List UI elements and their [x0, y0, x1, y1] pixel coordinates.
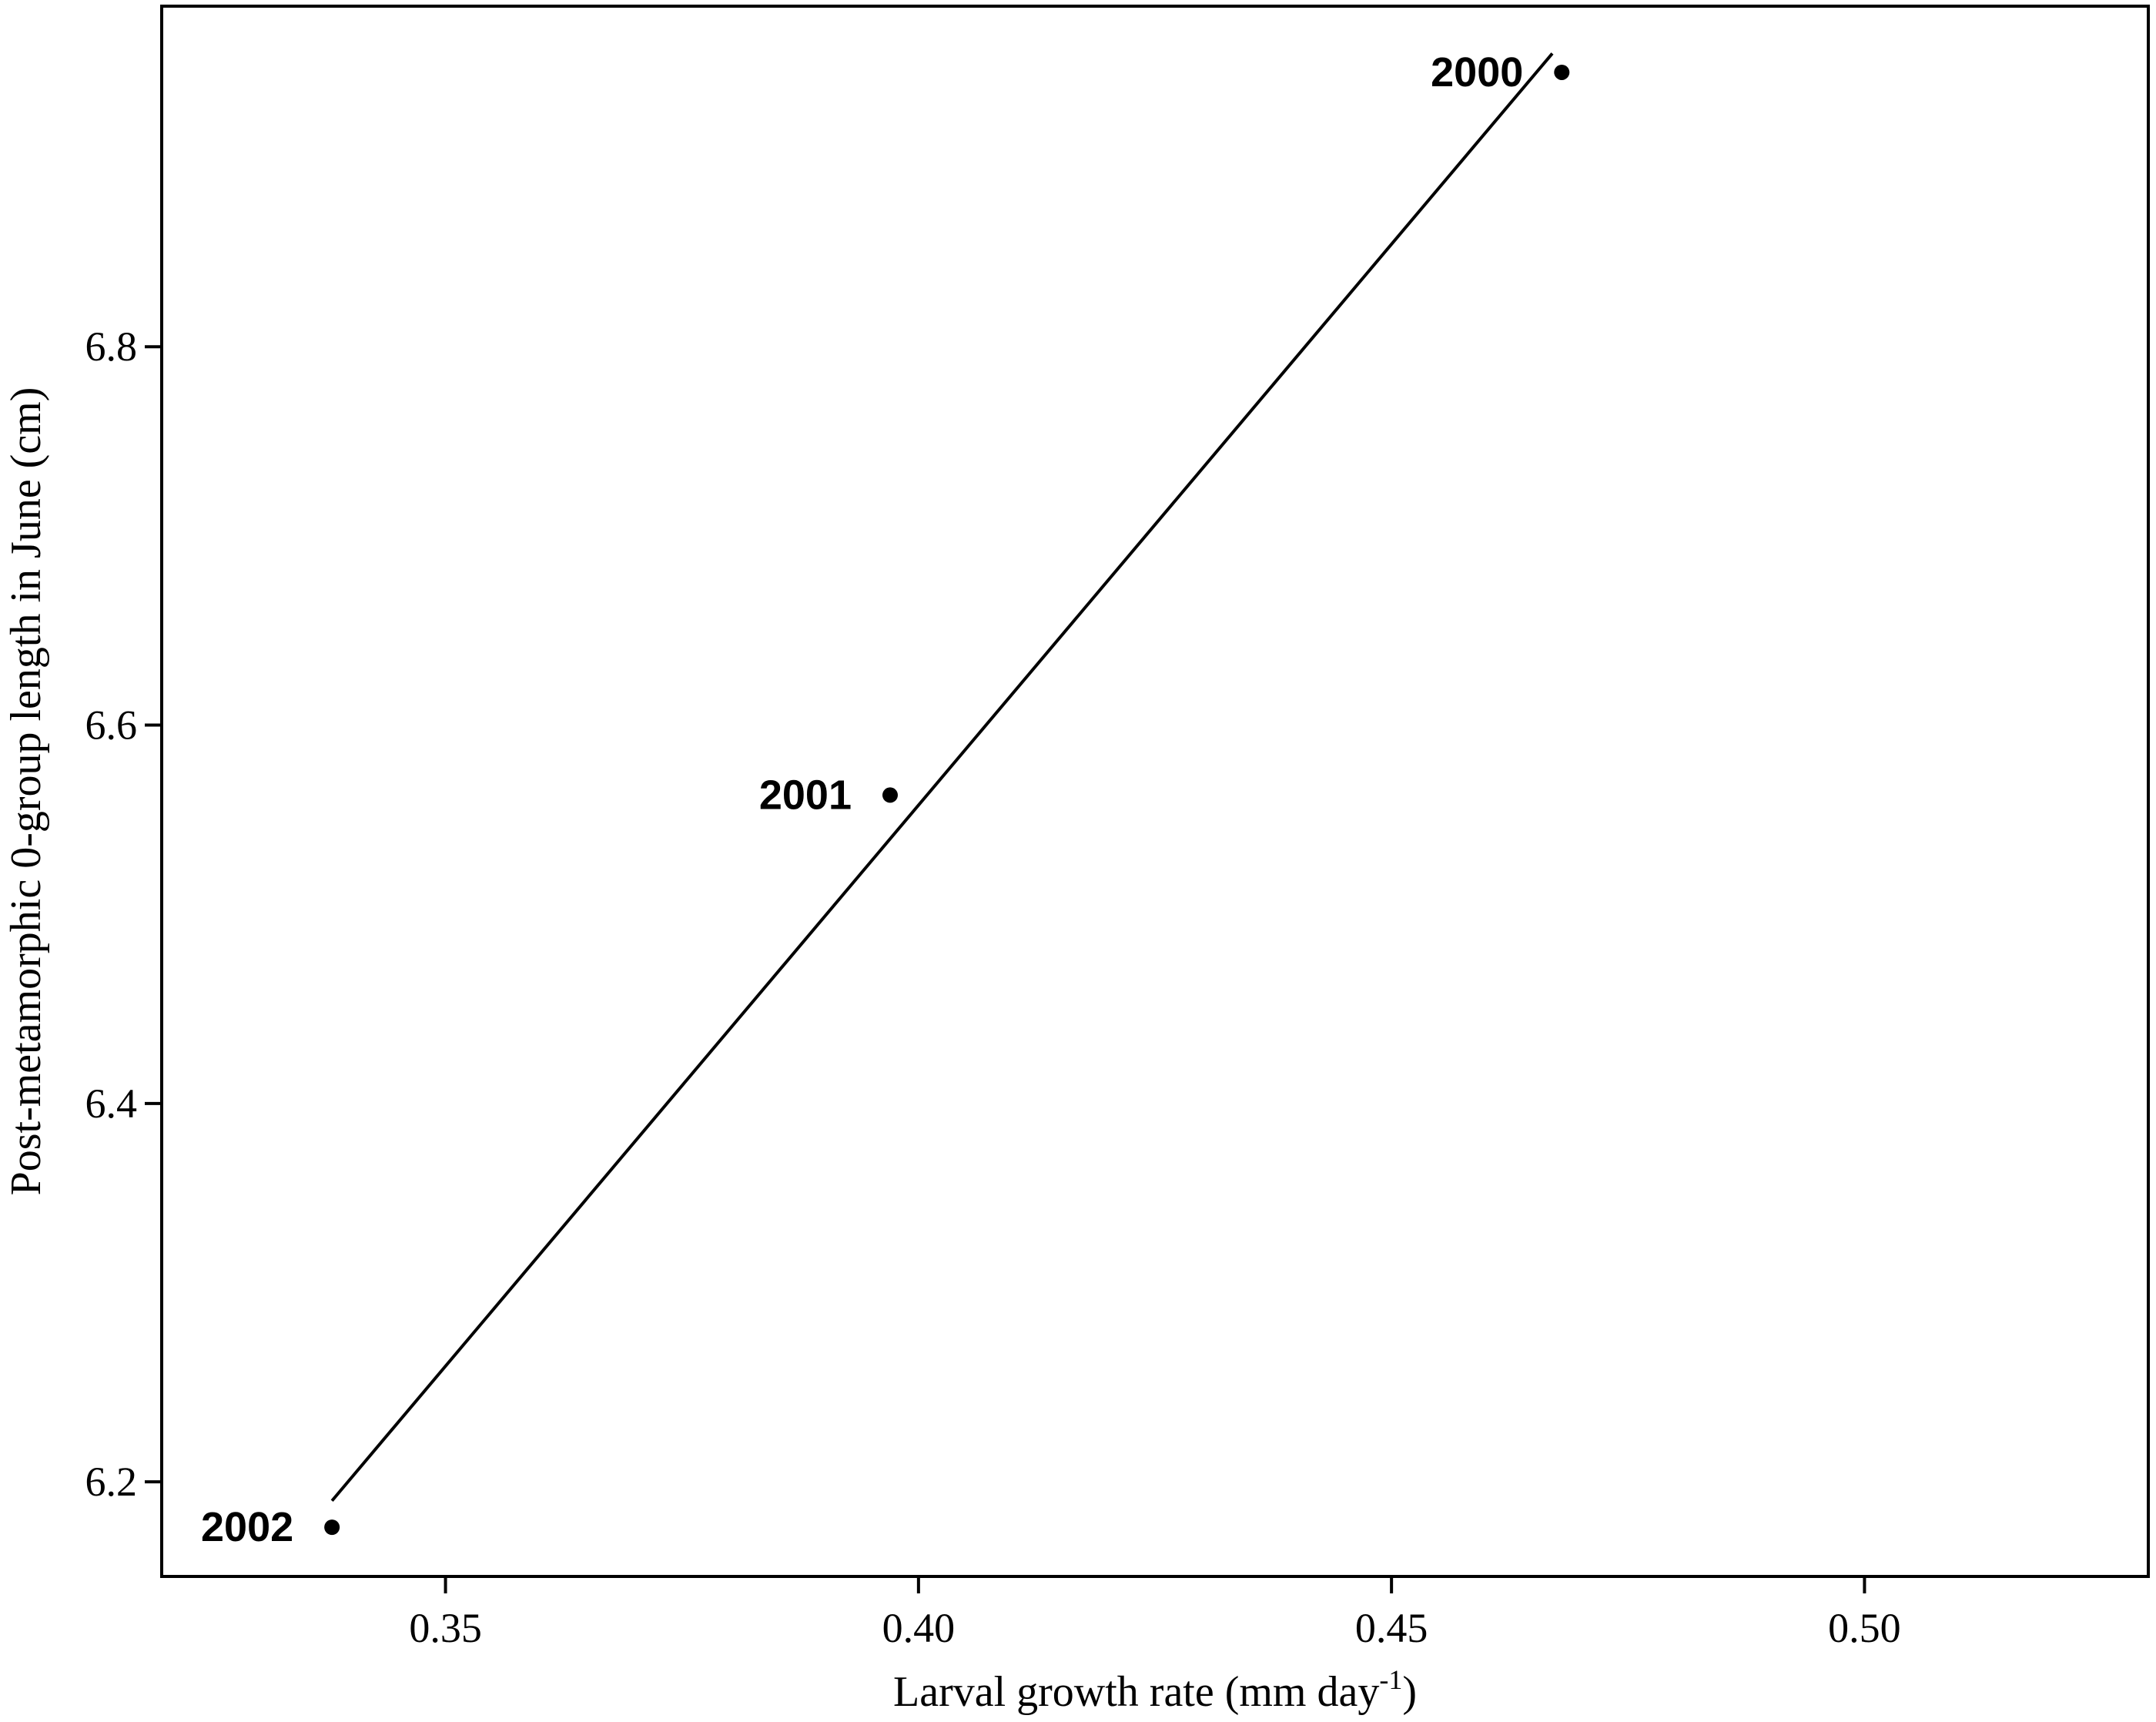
data-point-label: 2000: [1431, 49, 1523, 95]
x-axis-title: Larval growth rate (mm day-1): [893, 1664, 1417, 1716]
y-tick-label: 6.8: [85, 323, 138, 370]
x-tick-label: 0.40: [882, 1605, 956, 1651]
data-points: 2000 2001 2002: [201, 49, 1570, 1550]
data-point-label: 2001: [759, 772, 852, 818]
x-tick-label: 0.50: [1828, 1605, 1901, 1651]
y-tick-label: 6.4: [85, 1080, 138, 1127]
data-point: [1554, 64, 1570, 80]
y-tick-label: 6.6: [85, 702, 138, 749]
plot-frame: [160, 5, 2150, 1578]
data-point: [882, 787, 898, 803]
y-axis: 6.2 6.4 6.6 6.8: [85, 323, 162, 1505]
y-axis-title: Post-metamorphic 0-group length in June …: [2, 387, 50, 1196]
x-tick-label: 0.45: [1355, 1605, 1428, 1651]
x-tick-label: 0.35: [409, 1605, 482, 1651]
regression-line: [330, 52, 1554, 1503]
data-point: [324, 1519, 340, 1536]
x-axis: 0.35 0.40 0.45 0.50: [409, 1576, 1901, 1651]
data-point-label: 2002: [201, 1504, 293, 1550]
y-tick-label: 6.2: [85, 1459, 138, 1505]
